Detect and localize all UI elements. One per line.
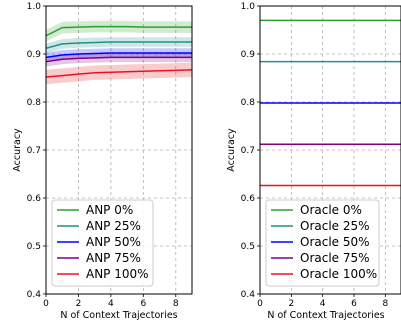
- y-axis-label: Accuracy: [12, 128, 23, 172]
- x-tick-label: 8: [173, 299, 179, 309]
- chart-panel-2: 0.4 0.5 0.6 0.7 0.8 0.9 1.0 0 2 4 6 8N of Context T…: [226, 2, 401, 321]
- legend-label-4: Oracle 75%: [300, 251, 370, 265]
- series-line-4: [45, 56, 192, 63]
- legend-label-1: Oracle 0%: [300, 203, 362, 217]
- legend: ANP 0% ANP 25% ANP 50% ANP 75% ANP 100%: [51, 199, 154, 287]
- legend-box: [265, 199, 380, 287]
- y-tick-label: 0.5: [27, 242, 41, 252]
- plot-area-frame: [259, 5, 401, 295]
- x-tick-label: 4: [108, 299, 114, 309]
- x-tick-label: 6: [351, 299, 357, 309]
- legend-label-4: ANP 75%: [86, 251, 141, 265]
- x-tick-label: 2: [288, 299, 294, 309]
- legend-label-2: Oracle 25%: [300, 219, 370, 233]
- x-tick-label: 6: [140, 299, 146, 309]
- x-tick-label: 8: [382, 299, 388, 309]
- y-tick-label: 0.8: [241, 98, 256, 108]
- y-tick-label: 0.6: [27, 194, 42, 204]
- confidence-band-5: [46, 62, 192, 85]
- legend-box: [51, 199, 154, 287]
- legend: Oracle 0% Oracle 25% Oracle 50% Oracle 75% O…: [265, 199, 380, 287]
- series-line-1: [45, 25, 192, 37]
- y-tick-label: 0.4: [27, 290, 42, 300]
- y-axis-label: Accuracy: [226, 128, 237, 172]
- chart-panel-1: 0.4 0.5 0.6 0.7 0.8 0.9 1.0 0 2 4 6 8N of Context T…: [12, 2, 193, 321]
- x-tick-label: 2: [76, 299, 82, 309]
- y-tick-label: 0.4: [241, 290, 256, 300]
- confidence-band-1: [46, 20, 192, 42]
- x-axis-label: N of Context Trajectories: [60, 310, 177, 321]
- series-line-2: [45, 41, 192, 49]
- x-tick-label: 0: [43, 299, 49, 309]
- x-tick-label: 0: [257, 299, 263, 309]
- series-line-5: [45, 69, 193, 78]
- y-tick-label: 0.7: [27, 146, 41, 156]
- confidence-band-3: [46, 48, 192, 63]
- y-tick-label: 0.7: [241, 146, 255, 156]
- legend-label-2: ANP 25%: [86, 219, 141, 233]
- y-tick-label: 0.9: [241, 50, 256, 60]
- confidence-band-4: [46, 52, 192, 67]
- y-tick-label: 0.5: [241, 242, 255, 252]
- legend-label-1: ANP 0%: [86, 203, 133, 217]
- confidence-band-2: [46, 37, 192, 54]
- y-tick-label: 0.9: [27, 50, 42, 60]
- legend-label-3: ANP 50%: [86, 235, 141, 249]
- legend-label-5: Oracle 100%: [300, 267, 377, 281]
- y-tick-label: 0.6: [241, 194, 256, 204]
- legend-label-3: Oracle 50%: [300, 235, 370, 249]
- y-tick-label: 1.0: [241, 2, 256, 12]
- y-tick-label: 1.0: [27, 2, 42, 12]
- legend-label-5: ANP 100%: [86, 267, 149, 281]
- plot-area-frame: [45, 5, 193, 295]
- x-axis-label: N of Context Trajectories: [267, 310, 384, 321]
- y-tick-label: 0.8: [27, 98, 42, 108]
- x-tick-label: 4: [320, 299, 326, 309]
- series-line-3: [45, 52, 192, 59]
